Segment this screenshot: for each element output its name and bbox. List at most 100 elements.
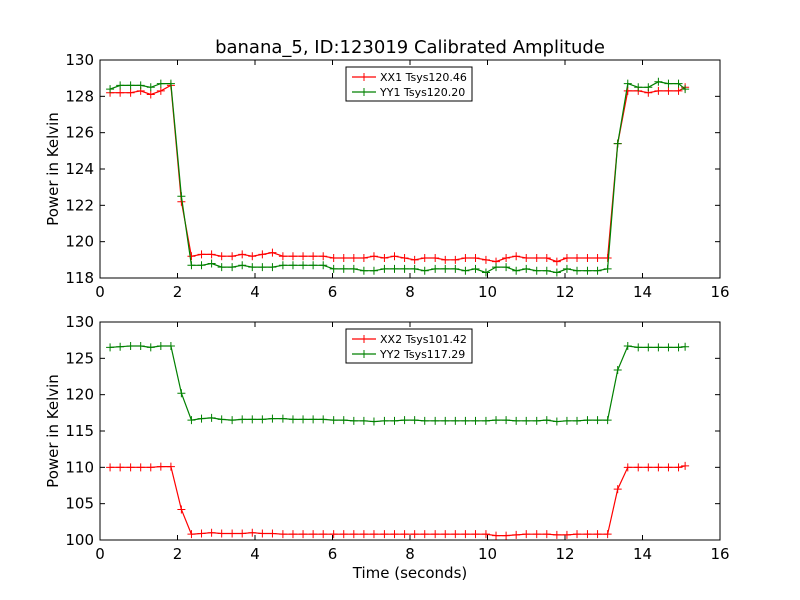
y-tick-label: 110 <box>65 458 94 476</box>
data-point <box>451 530 460 539</box>
data-point <box>532 254 541 263</box>
data-point <box>339 416 348 425</box>
data-point <box>654 86 663 95</box>
data-point <box>583 530 592 539</box>
data-point <box>613 485 622 494</box>
data-point <box>228 252 237 261</box>
data-point <box>349 530 358 539</box>
x-tick-label: 0 <box>95 545 105 563</box>
data-point <box>481 268 490 277</box>
data-point <box>319 415 328 424</box>
data-point <box>400 530 409 539</box>
y-tick-label: 115 <box>65 422 94 440</box>
data-point <box>369 252 378 261</box>
data-point <box>258 263 267 272</box>
data-point <box>177 192 186 201</box>
data-point <box>593 530 602 539</box>
data-point <box>674 86 683 95</box>
data-point <box>603 254 612 263</box>
data-point <box>654 77 663 86</box>
data-point <box>390 252 399 261</box>
data-point <box>481 255 490 264</box>
x-tick-label: 10 <box>478 283 497 301</box>
data-point <box>369 266 378 275</box>
data-point <box>248 528 257 537</box>
data-point <box>156 79 165 88</box>
data-point <box>339 254 348 263</box>
data-point <box>390 416 399 425</box>
data-point <box>420 530 429 539</box>
data-point <box>380 530 389 539</box>
data-point <box>674 463 683 472</box>
data-point <box>603 416 612 425</box>
y-tick-label: 105 <box>65 495 94 513</box>
legend-marker <box>360 88 368 96</box>
data-point <box>126 81 135 90</box>
data-point <box>126 463 135 472</box>
data-point <box>410 255 419 264</box>
legend: XX1 Tsys120.46 YY1 Tsys120.20 <box>345 66 473 102</box>
data-point <box>116 463 125 472</box>
data-point <box>166 79 175 88</box>
data-point <box>471 530 480 539</box>
x-tick-label: 16 <box>710 545 729 563</box>
data-point <box>217 529 226 538</box>
data-point <box>116 81 125 90</box>
data-point <box>106 463 115 472</box>
legend-label: XX1 Tsys120.46 <box>380 71 467 84</box>
data-point <box>451 264 460 273</box>
legend-box <box>345 328 473 364</box>
data-point <box>420 416 429 425</box>
data-point <box>359 530 368 539</box>
data-point <box>512 266 521 275</box>
data-point <box>116 88 125 97</box>
data-point <box>623 86 632 95</box>
data-point <box>583 254 592 263</box>
data-point <box>593 266 602 275</box>
series-line-1 <box>110 465 686 537</box>
x-tick-label: 4 <box>250 545 260 563</box>
data-point <box>664 463 673 472</box>
data-point <box>603 264 612 273</box>
data-point <box>146 83 155 92</box>
data-point <box>288 252 297 261</box>
data-point <box>359 416 368 425</box>
data-point <box>492 531 501 540</box>
data-point <box>573 416 582 425</box>
data-point <box>681 85 690 94</box>
data-point <box>532 266 541 275</box>
data-point <box>329 416 338 425</box>
data-point <box>502 531 511 540</box>
x-tick-label: 6 <box>328 545 338 563</box>
x-tick-label: 6 <box>328 283 338 301</box>
data-point <box>552 530 561 539</box>
data-point <box>309 415 318 424</box>
data-point <box>207 250 216 259</box>
data-point <box>268 263 277 272</box>
x-tick-label: 14 <box>633 545 652 563</box>
data-point <box>461 254 470 263</box>
data-point <box>542 254 551 263</box>
data-point <box>217 415 226 424</box>
data-point <box>339 530 348 539</box>
data-point <box>197 250 206 259</box>
data-point <box>461 530 470 539</box>
data-point <box>400 264 409 273</box>
data-point <box>217 263 226 272</box>
data-point <box>116 342 125 351</box>
x-tick-label: 0 <box>95 283 105 301</box>
data-point <box>400 416 409 425</box>
data-point <box>644 83 653 92</box>
data-point <box>562 416 571 425</box>
data-point <box>634 463 643 472</box>
data-point <box>187 416 196 425</box>
y-tick-label: 118 <box>65 269 94 287</box>
data-point <box>126 341 135 350</box>
data-point <box>542 266 551 275</box>
data-point <box>400 254 409 263</box>
data-point <box>228 416 237 425</box>
data-point <box>664 79 673 88</box>
data-point <box>471 254 480 263</box>
data-point <box>441 255 450 264</box>
data-point <box>583 416 592 425</box>
